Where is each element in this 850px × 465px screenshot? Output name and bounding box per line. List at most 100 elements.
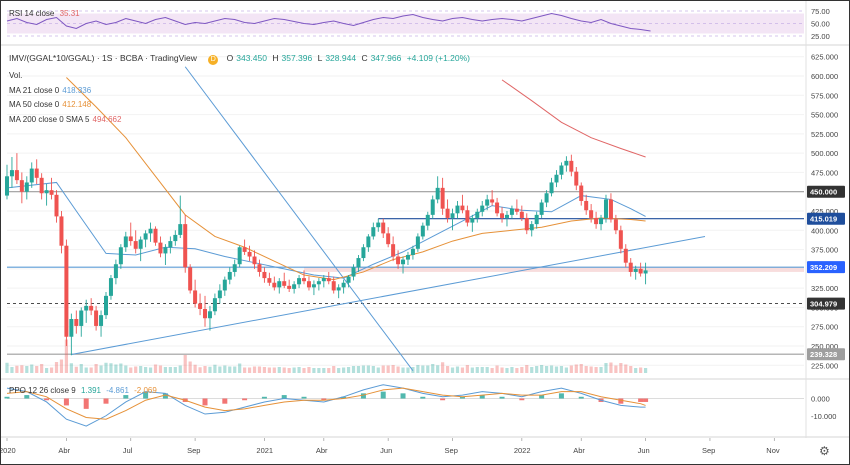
volume-bar [579,364,583,373]
volume-bar [59,359,64,373]
candle-body [445,208,450,218]
volume-bar [144,367,148,373]
candle-body [104,295,109,316]
ppo-hist-value: 1.391 [80,386,101,395]
price-tick-label: 400.000 [811,226,838,235]
ppo-histogram-bar [643,398,649,402]
symbol-line[interactable]: IMV/(GGAL*10/GGAL) · 1S · BCBA · Trading… [9,53,197,63]
candle-body [108,278,113,296]
ppo-histogram-bar [321,398,327,401]
volume-bar [564,367,568,373]
ppo-histogram-bar [400,393,406,399]
volume-bar [153,364,158,373]
candle-body [574,171,579,186]
candle-body [589,210,594,218]
volume-bar [604,363,608,373]
candle-body [123,236,128,248]
price-tick-label: 600.000 [811,72,838,81]
volume-bar [490,368,494,373]
volume-bar [282,367,286,373]
candle-body [89,305,94,311]
gear-icon[interactable]: ⚙ [819,444,830,458]
volume-bar [40,364,44,373]
volume-bar [351,366,356,373]
ppo-histogram-bar [24,395,30,399]
trendline [184,66,414,371]
candle-body [341,282,346,288]
candle-body [252,256,257,265]
legend-ma21-label: MA 21 close 0 [9,85,60,95]
level-label: 304.979 [810,300,837,309]
legend-vol[interactable]: Vol. [9,69,124,84]
time-tick-label: Nov [766,446,780,455]
volume-bar [530,367,534,373]
volume-bar [574,364,578,373]
level-badge [807,348,845,361]
candle-body [84,305,89,311]
volume-bar [203,366,207,373]
volume-bar [20,365,24,373]
level-label: 352.209 [810,263,837,272]
volume-bar [45,368,49,373]
volume-bar [485,367,489,373]
legend-ma50-label: MA 50 close 0 [9,100,60,109]
candle-body [272,282,277,288]
volume-bar [441,362,445,373]
candle-body [158,242,163,254]
volume-bar [406,367,410,373]
candle-body [351,267,356,277]
ppo-histogram-bar [44,398,50,401]
volume-bar [94,364,98,373]
tv-badge[interactable]: D [208,55,219,65]
volume-bar [366,365,370,373]
volume-bar [119,363,123,373]
volume-bar [554,366,559,373]
volume-bar [327,368,331,373]
candle-body [5,176,9,196]
volume-bar [594,367,598,373]
volume-bar [470,367,474,373]
ppo-line-value: -4.861 [106,386,129,395]
candle-body [410,248,415,255]
candle-body [470,217,475,223]
price-tick-label: 225.000 [811,361,838,370]
volume-bar [510,367,514,373]
volume-bar [589,366,593,373]
ohlc-l-label: L [317,53,323,63]
candle-body [94,310,99,326]
candle-body [188,267,193,291]
volume-bar [356,366,361,373]
candle-body [603,199,608,218]
candle-body [366,236,371,248]
volume-bar [183,355,187,373]
candle-body [554,174,559,183]
candle-body [247,251,252,257]
ppo-histogram-bar [420,396,426,399]
legend-ma200[interactable]: MA 200 close 0 SMA 5 494.662 [9,113,124,128]
volume-bar [233,366,237,373]
volume-bar [386,365,390,373]
volume-bar [381,365,385,373]
candle-body [584,200,589,211]
moving-average-line [66,77,646,281]
volume-bar [549,365,554,373]
volume-bar [629,366,633,373]
ppo-signal-value: -2.069 [134,386,157,395]
volume-bar [252,366,257,373]
volume-bar [10,367,14,373]
volume-bar [74,366,78,373]
legend-ma50[interactable]: MA 50 close 0 412.148 [9,98,124,113]
level-label: 415.019 [810,215,837,224]
candle-body [559,165,564,175]
legend-ma21-value: 418.336 [62,85,92,95]
ppo-histogram-bar [360,393,366,399]
ppo-tick-label: 0.000 [811,395,830,404]
volume-bar [361,365,366,373]
candle-body [361,247,366,259]
volume-bar [584,366,588,373]
legend-ma21[interactable]: MA 21 close 0 418.336 [9,84,124,99]
candle-body [183,224,188,268]
candle-body [475,211,480,218]
